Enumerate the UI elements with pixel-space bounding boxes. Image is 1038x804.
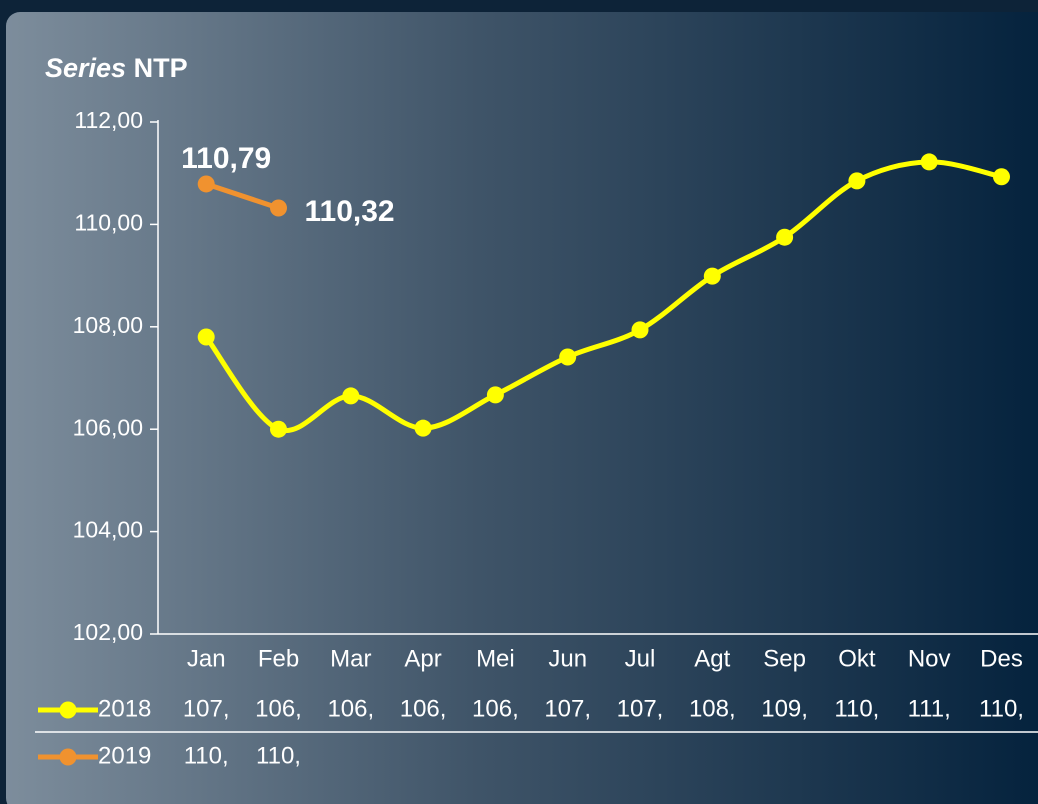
y-tick-label: 104,00	[73, 517, 143, 543]
table-value: 110,	[184, 742, 229, 769]
x-tick-label: Feb	[258, 645, 299, 672]
data-point	[631, 321, 649, 339]
data-point	[270, 420, 287, 438]
y-tick-label: 112,00	[74, 107, 143, 133]
data-point	[776, 228, 794, 246]
legend-label: 2018	[98, 695, 151, 722]
legend-marker	[59, 748, 77, 766]
x-tick-label: Jul	[625, 645, 656, 672]
y-tick-label: 106,00	[73, 414, 143, 440]
title-italic: Series	[45, 53, 126, 83]
x-tick-label: Mei	[476, 645, 515, 672]
data-label: 110,79	[181, 142, 271, 175]
x-tick-label: Apr	[404, 645, 441, 672]
data-point	[270, 199, 287, 217]
table-value: 110,	[834, 695, 879, 722]
y-tick-label: 110,00	[74, 209, 143, 235]
data-point	[197, 328, 215, 346]
table-value: 110,	[979, 695, 1024, 722]
data-point	[197, 175, 215, 193]
y-tick-label: 108,00	[73, 312, 143, 338]
x-tick-label: Nov	[908, 645, 951, 672]
panel	[6, 12, 1038, 804]
table-value: 106,	[472, 695, 519, 722]
data-point	[848, 172, 866, 190]
x-tick-label: Okt	[838, 645, 876, 672]
table-value: 107,	[617, 695, 664, 722]
title-main: NTP	[134, 53, 188, 83]
table-value: 111,	[908, 695, 951, 722]
table-value: 106,	[255, 695, 302, 722]
series-line	[205, 181, 280, 211]
table-value: 109,	[761, 695, 808, 722]
chart-title: Series NTP	[45, 53, 188, 83]
data-point	[993, 168, 1010, 186]
data-label: 110,32	[305, 195, 395, 228]
x-tick-label: Des	[980, 645, 1023, 672]
table-value: 110,	[256, 742, 301, 769]
data-point	[559, 348, 577, 366]
data-point	[920, 153, 938, 171]
table-value: 106,	[400, 695, 447, 722]
x-tick-label: Jun	[548, 645, 587, 672]
x-tick-label: Jan	[187, 645, 226, 672]
legend-marker	[59, 701, 77, 719]
data-point	[486, 386, 504, 404]
x-tick-label: Mar	[330, 645, 371, 672]
table-value: 107,	[544, 695, 591, 722]
table-value: 106,	[327, 695, 374, 722]
table-value: 108,	[689, 695, 736, 722]
x-tick-label: Agt	[694, 645, 730, 672]
y-tick-label: 102,00	[73, 619, 143, 645]
data-point	[703, 267, 721, 285]
table-value: 107,	[183, 695, 230, 722]
legend-label: 2019	[98, 742, 151, 769]
data-point	[414, 419, 432, 437]
data-point	[342, 387, 360, 405]
x-tick-label: Sep	[763, 645, 806, 672]
